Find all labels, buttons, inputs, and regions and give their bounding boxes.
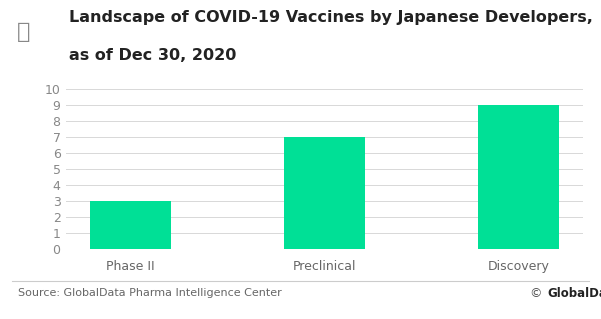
Bar xyxy=(284,137,365,249)
Text: ©: © xyxy=(529,287,542,300)
Text: ⦰: ⦰ xyxy=(17,22,31,42)
Bar xyxy=(90,201,171,249)
Text: GlobalData.: GlobalData. xyxy=(547,287,601,300)
Text: as of Dec 30, 2020: as of Dec 30, 2020 xyxy=(69,48,236,63)
Text: Landscape of COVID-19 Vaccines by Japanese Developers,: Landscape of COVID-19 Vaccines by Japane… xyxy=(69,10,593,25)
Text: Source: GlobalData Pharma Intelligence Center: Source: GlobalData Pharma Intelligence C… xyxy=(18,288,282,299)
Bar xyxy=(478,105,560,249)
